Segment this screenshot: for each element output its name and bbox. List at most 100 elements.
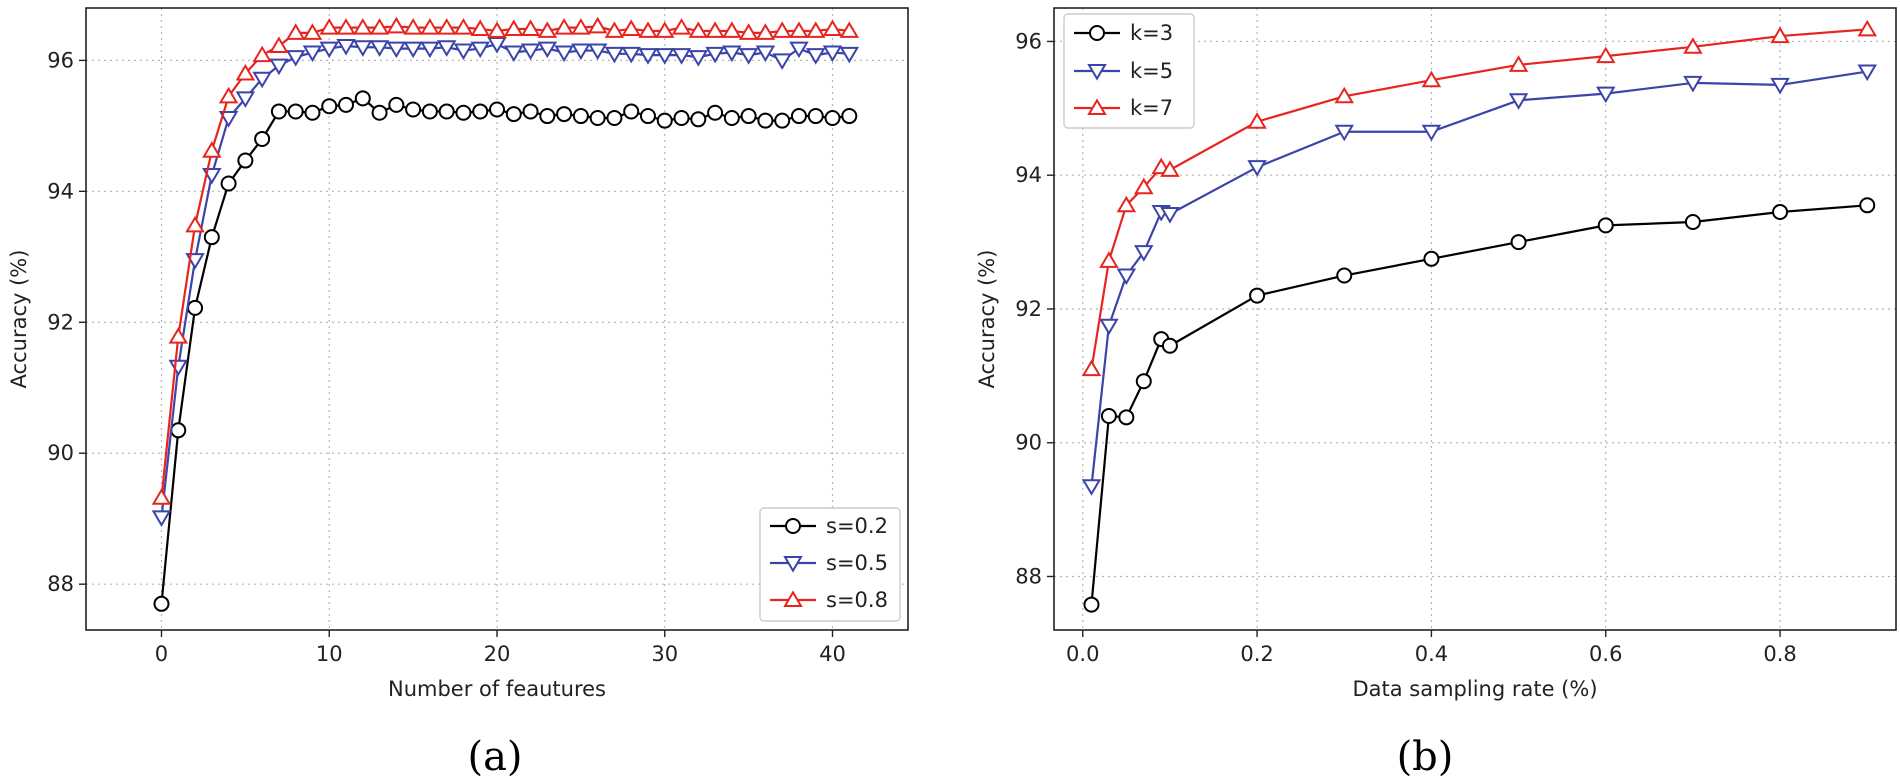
series-s=0.5 — [151, 37, 860, 527]
legend-marker-k=3 — [1089, 25, 1105, 41]
data-point-s=0.5 — [369, 40, 390, 57]
data-point-k=5 — [1099, 318, 1119, 336]
data-point-k=5 — [1116, 268, 1137, 286]
y-tick-label: 90 — [47, 441, 74, 465]
data-point-s=0.5 — [235, 91, 256, 108]
data-point-s=0.2 — [338, 96, 355, 113]
legend-marker-s=0.2 — [785, 518, 801, 534]
series-line-s=0.8 — [160, 25, 850, 498]
data-point-s=0.2 — [556, 106, 573, 123]
data-point-s=0.8 — [705, 21, 725, 38]
data-point-s=0.8 — [822, 19, 843, 36]
x-tick-label: 20 — [484, 642, 511, 666]
x-axis-label-b: Data sampling rate (%) — [1352, 677, 1597, 701]
data-point-k=7 — [1421, 70, 1442, 88]
data-point-k=5 — [1160, 206, 1180, 224]
series-k=5 — [1081, 64, 1877, 496]
ticks-a: 0 10 20 30 40 88 90 92 94 96 — [47, 48, 846, 666]
legend-marker-shape-s=0.2 — [785, 518, 801, 534]
data-point-k=3 — [1597, 217, 1614, 234]
data-point-s=0.5 — [587, 43, 608, 61]
data-point-k=3 — [1336, 267, 1353, 284]
data-point-s=0.5 — [537, 41, 558, 59]
data-point-k=5 — [1508, 93, 1529, 110]
legend-marker-shape-k=5 — [1087, 64, 1107, 81]
data-point-s=0.5 — [638, 48, 658, 65]
data-point-s=0.8 — [554, 18, 574, 35]
data-point-s=0.2 — [304, 104, 321, 121]
y-tick-label: 92 — [47, 310, 74, 334]
y-tick-label: 92 — [1015, 297, 1042, 321]
x-tick-label: 40 — [819, 642, 846, 666]
legend-label-b-k7: k=7 — [1130, 96, 1173, 120]
data-point-s=0.2 — [740, 108, 757, 125]
series-b — [1081, 19, 1877, 613]
data-point-s=0.5 — [671, 48, 692, 65]
data-point-s=0.2 — [472, 103, 489, 120]
data-point-s=0.2 — [841, 108, 858, 125]
data-point-s=0.8 — [403, 18, 423, 35]
data-point-k=3 — [1135, 373, 1152, 390]
data-point-k=5 — [1595, 86, 1616, 104]
data-point-k=5 — [1081, 479, 1102, 496]
series-a — [151, 16, 860, 612]
legend-label-b-k3: k=3 — [1130, 21, 1173, 45]
legend-marker-shape-s=0.5 — [783, 556, 803, 573]
data-point-s=0.2 — [153, 595, 170, 612]
caption-a: (a) — [467, 734, 522, 780]
data-point-k=7 — [1683, 37, 1703, 54]
x-tick-label: 0.8 — [1763, 642, 1796, 666]
data-point-s=0.2 — [170, 422, 187, 439]
data-point-s=0.8 — [520, 19, 541, 36]
data-point-k=5 — [1247, 160, 1267, 177]
caption-b: (b) — [1397, 734, 1454, 780]
data-point-s=0.8 — [151, 488, 172, 505]
data-point-s=0.8 — [671, 18, 692, 35]
data-point-k=7 — [1334, 86, 1355, 104]
legend-entry-a-s08: s=0.8 — [770, 588, 888, 612]
x-axis-label-a: Number of feautures — [388, 677, 606, 701]
data-point-s=0.5 — [269, 58, 289, 76]
data-point-s=0.8 — [336, 18, 356, 35]
data-point-k=7 — [1247, 112, 1267, 129]
data-point-k=5 — [1334, 124, 1355, 142]
data-point-s=0.2 — [371, 104, 388, 121]
chart-panel-b: 0.0 0.2 0.4 0.6 0.8 88 90 92 94 96 Data sampling … — [975, 7, 1897, 780]
data-point-s=0.2 — [287, 103, 304, 120]
data-point-s=0.8 — [504, 19, 524, 36]
data-point-k=5 — [1421, 124, 1442, 142]
data-point-s=0.8 — [621, 19, 641, 36]
x-tick-label: 0.2 — [1240, 642, 1273, 666]
legend-label-a-s05: s=0.5 — [826, 551, 888, 575]
data-point-s=0.8 — [168, 327, 189, 344]
legend-entry-b-k3: k=3 — [1074, 21, 1173, 45]
data-point-s=0.5 — [436, 40, 457, 57]
legend-label-a-s02: s=0.2 — [826, 514, 888, 538]
series-line-s=0.2 — [160, 97, 850, 604]
data-point-k=5 — [1683, 75, 1703, 93]
data-point-s=0.8 — [772, 21, 792, 38]
data-point-s=0.8 — [789, 21, 809, 38]
data-point-s=0.2 — [254, 130, 271, 147]
legend-marker-k=5 — [1087, 64, 1107, 81]
data-point-s=0.5 — [621, 46, 641, 64]
data-point-s=0.8 — [420, 18, 440, 35]
data-point-k=3 — [1859, 197, 1876, 214]
data-point-s=0.5 — [319, 41, 339, 59]
x-tick-label: 0 — [155, 642, 168, 666]
data-point-s=0.5 — [805, 48, 826, 65]
data-point-s=0.2 — [321, 98, 338, 115]
legend-marker-shape-k=3 — [1089, 25, 1105, 41]
data-point-s=0.5 — [151, 510, 172, 527]
data-point-s=0.5 — [453, 43, 474, 61]
series-k=3 — [1083, 197, 1876, 613]
data-point-s=0.2 — [388, 96, 405, 113]
data-point-k=3 — [1118, 409, 1135, 426]
data-point-s=0.2 — [405, 101, 422, 118]
data-point-s=0.2 — [489, 101, 505, 118]
series-line-k=5 — [1090, 70, 1868, 487]
data-point-k=3 — [1083, 596, 1100, 613]
data-point-s=0.5 — [252, 71, 272, 89]
